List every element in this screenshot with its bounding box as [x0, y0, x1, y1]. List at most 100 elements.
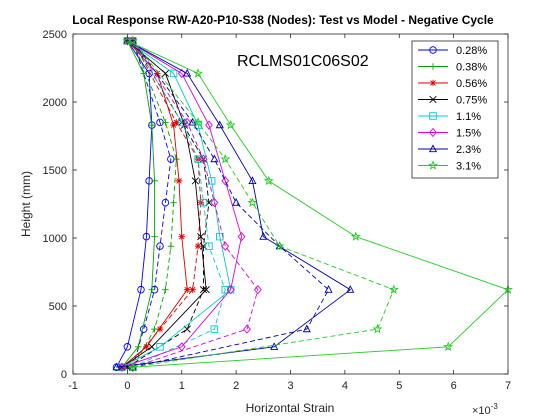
data-point: [205, 242, 213, 250]
data-point: [243, 324, 251, 334]
data-point: [302, 324, 311, 333]
data-point: [161, 198, 170, 207]
data-point: [178, 233, 186, 240]
data-point: [156, 242, 164, 250]
series-line-test: [132, 40, 330, 368]
series-line-test: [132, 40, 172, 368]
x-tick-label: 7: [505, 380, 511, 392]
data-point: [263, 175, 274, 186]
data-point: [137, 285, 145, 294]
data-point: [210, 154, 219, 163]
data-point: [221, 241, 230, 251]
x-axis-exponent: ×10-3: [472, 402, 498, 417]
data-point: [123, 36, 132, 44]
data-point: [199, 198, 208, 207]
data-point: [183, 117, 192, 128]
y-tick-label: 0: [61, 369, 67, 381]
data-point: [247, 197, 258, 207]
y-axis-label: Height (mm): [19, 171, 33, 237]
x-tick-label: 3: [287, 380, 293, 392]
series-line-test: [132, 40, 177, 368]
data-point: [443, 341, 454, 352]
data-point: [188, 117, 197, 126]
data-point: [210, 325, 219, 333]
legend-label: 0.28%: [456, 45, 487, 57]
data-point: [197, 233, 205, 241]
data-point: [127, 361, 138, 372]
data-point: [142, 232, 151, 241]
series-line-test: [127, 40, 210, 368]
data-point: [183, 68, 192, 77]
data-point: [191, 177, 199, 185]
chart-annotation: RCLMS01C06S02: [237, 53, 369, 70]
legend-label: 0.38%: [456, 62, 487, 74]
legend-label: 0.56%: [456, 78, 487, 90]
series-line-model: [116, 40, 352, 368]
data-point: [177, 118, 186, 127]
data-point: [127, 35, 138, 46]
data-point: [173, 119, 180, 126]
data-point: [428, 144, 438, 153]
data-point: [170, 199, 177, 206]
data-point: [112, 362, 121, 371]
legend-label: 3.1%: [456, 161, 481, 173]
data-point: [221, 176, 230, 186]
chart-title: Local Response RW-A20-P10-S38 (Nodes): T…: [72, 13, 494, 27]
data-point: [205, 120, 213, 130]
series-2.3%: [112, 36, 355, 371]
legend-label: 0.75%: [456, 95, 487, 107]
data-point: [210, 197, 219, 208]
x-tick-label: -1: [68, 380, 78, 392]
data-point: [134, 343, 142, 351]
y-tick-label: 2500: [43, 29, 67, 41]
data-point: [162, 286, 169, 293]
data-point: [207, 177, 216, 185]
data-point: [253, 285, 262, 295]
series-line-test: [132, 40, 259, 368]
series-layer: [112, 35, 514, 372]
data-point: [193, 117, 204, 127]
data-point: [237, 231, 246, 242]
x-tick-label: 4: [342, 380, 348, 392]
data-point: [429, 127, 437, 138]
data-point: [151, 233, 158, 240]
x-tick-label: 0: [124, 380, 130, 392]
data-point: [429, 79, 437, 87]
data-point: [193, 68, 204, 78]
x-tick-label: 1: [179, 380, 185, 392]
data-point: [248, 176, 257, 184]
x-tick-label: 5: [396, 380, 402, 392]
data-point: [324, 285, 333, 293]
x-tick-label: 2: [233, 380, 239, 392]
data-point: [202, 286, 210, 294]
data-point: [167, 242, 175, 250]
data-point: [427, 160, 439, 170]
data-point: [372, 323, 383, 334]
data-point: [156, 343, 164, 351]
series-line-test: [132, 40, 226, 368]
series-line-model: [127, 40, 509, 368]
data-point: [346, 285, 355, 293]
data-point: [175, 177, 183, 185]
series-line-model: [121, 40, 243, 368]
series-line-test: [132, 40, 395, 368]
data-point: [232, 198, 241, 206]
data-point: [197, 199, 205, 206]
x-tick-label: 6: [451, 380, 457, 392]
data-point: [156, 325, 164, 333]
y-tick-label: 2000: [43, 97, 67, 109]
data-point: [162, 119, 169, 126]
data-point: [429, 63, 437, 70]
x-axis-exponent-power: -3: [491, 402, 499, 411]
data-point: [429, 112, 437, 120]
data-point: [183, 286, 191, 293]
y-tick-label: 500: [49, 301, 67, 313]
data-point: [350, 231, 361, 241]
data-point: [169, 69, 178, 78]
data-point: [189, 286, 196, 293]
x-axis-label: Horizontal Strain: [246, 401, 335, 415]
series-0.75%: [118, 37, 213, 371]
y-tick-label: 1500: [43, 165, 67, 177]
data-point: [388, 284, 399, 294]
